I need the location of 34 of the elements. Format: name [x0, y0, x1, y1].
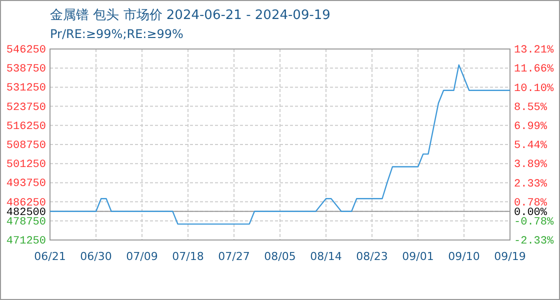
y-tick-label: 493750 — [6, 178, 46, 190]
y2-tick-label: -2.33% — [514, 236, 554, 248]
x-tick-label: 06/21 — [34, 250, 66, 263]
y-tick-label: 531250 — [6, 82, 46, 95]
y2-tick-label: 11.66% — [514, 64, 554, 76]
x-tick-label: 06/30 — [80, 250, 112, 263]
x-tick-label: 09/01 — [402, 250, 434, 263]
y2-tick-label: -0.78% — [514, 216, 554, 228]
chart-subtitle: Pr/RE:≥99%;RE:≥99% — [50, 27, 184, 41]
x-tick-label: 07/27 — [218, 250, 250, 263]
x-tick-label: 08/05 — [264, 250, 296, 263]
y-tick-label: 538750 — [6, 64, 46, 76]
y2-tick-label: 5.44% — [514, 140, 548, 152]
x-tick-label: 09/10 — [448, 250, 480, 263]
x-tick-label: 08/14 — [310, 250, 342, 263]
y2-tick-label: 10.10% — [514, 82, 554, 95]
y-tick-label: 516250 — [6, 120, 46, 133]
y-tick-label: 478750 — [6, 216, 46, 228]
x-tick-label: 08/23 — [356, 250, 388, 263]
y-tick-label: 523750 — [6, 102, 46, 114]
x-tick-label: 07/18 — [172, 250, 204, 263]
y-tick-label: 471250 — [6, 236, 46, 248]
y2-tick-label: 6.99% — [514, 120, 548, 133]
y-tick-label: 508750 — [6, 140, 46, 152]
line-series — [49, 64, 511, 225]
y2-tick-label: 2.33% — [514, 178, 548, 190]
y-tick-label: 501250 — [6, 159, 46, 172]
y2-tick-label: 13.21% — [514, 44, 554, 57]
y2-tick-label: 3.89% — [514, 159, 548, 172]
y-tick-label: 546250 — [6, 44, 46, 57]
x-tick-label: 07/09 — [126, 250, 158, 263]
y2-tick-label: 8.55% — [514, 102, 548, 114]
chart-title: 金属镨 包头 市场价 2024-06-21 - 2024-09-19 — [50, 8, 330, 23]
x-tick-label: 09/19 — [494, 250, 526, 263]
